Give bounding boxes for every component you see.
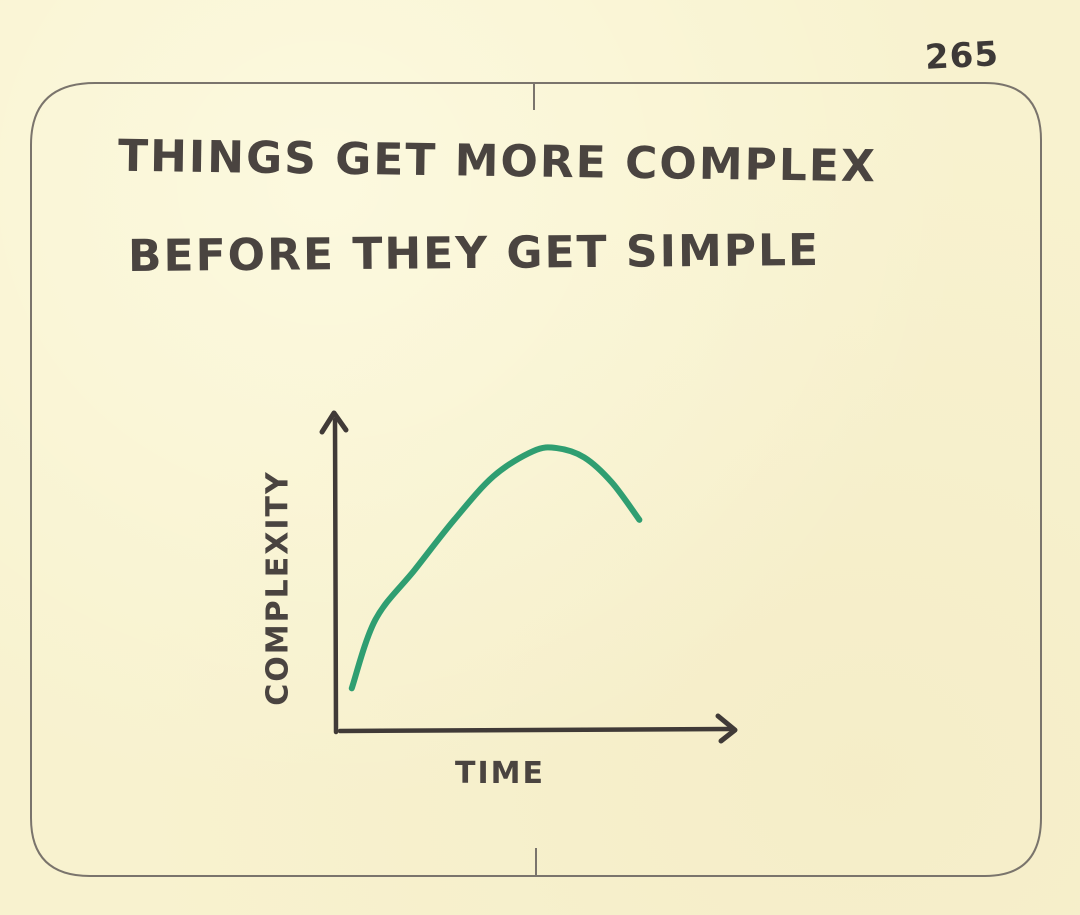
x-axis	[337, 726, 733, 734]
complexity-curve	[348, 444, 643, 692]
title-line-2: before they get simple	[127, 224, 821, 283]
y-axis-arrow-icon	[319, 410, 349, 435]
x-axis-label: Time	[455, 756, 545, 791]
y-axis	[332, 417, 339, 735]
frame-border	[30, 82, 1042, 877]
title-line-1: Things get more complex	[117, 130, 878, 193]
x-axis-arrow-icon	[715, 713, 738, 744]
chart	[319, 410, 738, 744]
y-axis-label: Complexity	[260, 470, 296, 706]
